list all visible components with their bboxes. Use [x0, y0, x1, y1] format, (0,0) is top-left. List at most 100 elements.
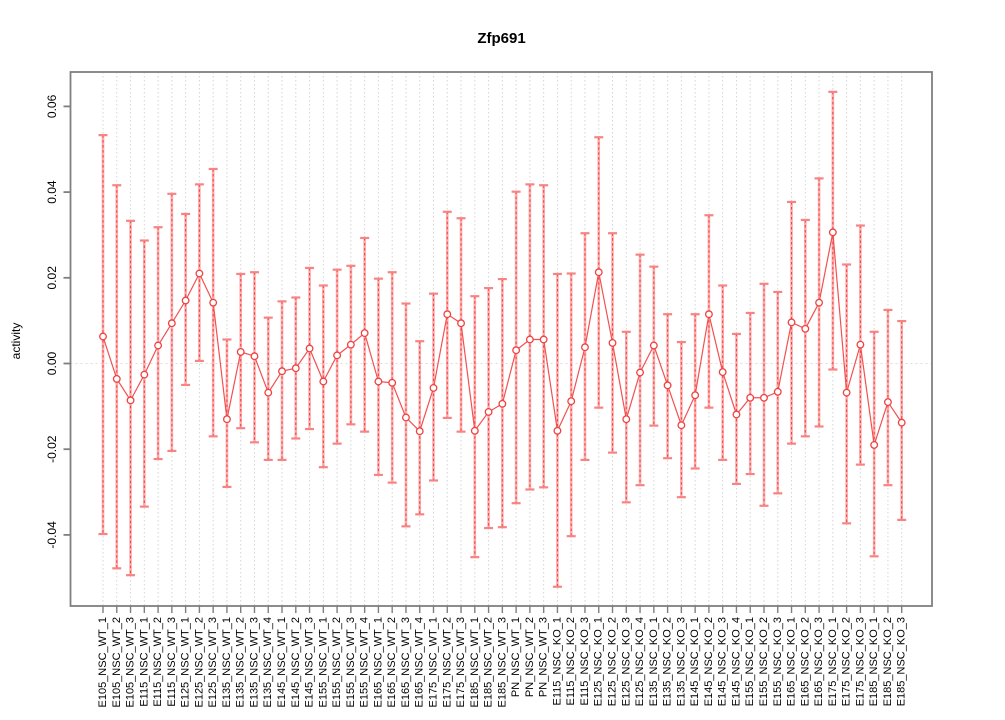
y-tick-label: 0.06 [45, 94, 59, 118]
x-tick-label: PN_NSC_WT_2 [524, 617, 536, 697]
data-point-marker [539, 335, 548, 344]
data-point-marker [222, 415, 231, 424]
chart-title: Zfp691 [477, 30, 526, 47]
x-tick-label: E135_NSC_WT_2 [235, 617, 247, 708]
data-point-marker [250, 352, 259, 361]
x-tick-label: E155_NSC_KO_3 [772, 617, 784, 706]
x-tick-label: E115_NSC_KO_2 [565, 617, 577, 705]
x-tick-label: E145_NSC_WT_1 [276, 617, 288, 708]
data-point-marker [374, 377, 383, 386]
x-tick-label: E125_NSC_KO_4 [634, 617, 646, 706]
data-point-marker [828, 228, 837, 237]
data-point-marker [773, 387, 782, 396]
x-tick-label: E145_NSC_KO_2 [703, 617, 715, 706]
x-tick-label: E185_NSC_KO_1 [868, 617, 880, 706]
data-point-marker [99, 332, 107, 341]
data-point-marker [360, 329, 369, 338]
data-point-marker [443, 310, 452, 319]
x-tick-label: E185_NSC_WT_1 [469, 617, 481, 708]
data-point-marker [760, 393, 768, 402]
data-point-marker [484, 407, 493, 416]
x-tick-label: E135_NSC_KO_1 [648, 617, 660, 706]
x-tick-label: E175_NSC_WT_1 [427, 617, 439, 708]
data-point-marker [209, 298, 218, 307]
x-tick-label: E155_NSC_KO_1 [744, 617, 756, 706]
data-point-marker [622, 415, 631, 424]
x-tick-label: E125_NSC_KO_1 [593, 617, 605, 706]
x-tick-label: E175_NSC_KO_3 [854, 617, 866, 706]
y-tick-label: -0.02 [45, 435, 59, 463]
x-tick-label: PN_NSC_WT_1 [510, 617, 522, 697]
y-tick-label: 0.04 [45, 180, 59, 204]
data-point-marker [581, 343, 589, 352]
x-tick-label: E165_NSC_WT_4 [414, 617, 426, 708]
data-point-marker [525, 335, 534, 344]
data-point-marker [195, 269, 204, 278]
x-tick-label: E165_NSC_WT_3 [400, 617, 412, 708]
x-tick-label: E115_NSC_WT_2 [152, 617, 164, 707]
x-tick-label: E115_NSC_KO_3 [579, 617, 591, 705]
x-tick-label: E155_NSC_WT_3 [345, 617, 357, 708]
y-tick-label: 0.00 [45, 351, 59, 375]
x-tick-label: E165_NSC_WT_2 [386, 617, 398, 708]
x-tick-label: E185_NSC_KO_3 [896, 617, 908, 706]
x-tick-label: E125_NSC_WT_3 [207, 617, 219, 708]
y-axis-title-text: activity [9, 322, 23, 360]
data-point-marker [842, 388, 851, 397]
data-point-marker [897, 418, 906, 427]
y-tick-label: -0.04 [45, 521, 59, 549]
x-tick-label: E145_NSC_WT_3 [304, 617, 316, 708]
x-tick-label: E165_NSC_KO_3 [813, 617, 825, 706]
data-point-marker [333, 351, 342, 360]
data-point-marker [677, 421, 686, 430]
x-tick-label: E165_NSC_KO_1 [786, 617, 798, 706]
data-point-marker [291, 364, 300, 373]
x-tick-label: E135_NSC_KO_3 [675, 617, 687, 706]
data-point-marker [415, 427, 424, 436]
data-point-marker [264, 388, 273, 397]
data-point-marker [704, 310, 713, 319]
data-point-marker [512, 346, 521, 355]
data-point-marker [856, 340, 865, 349]
x-tick-label: E155_NSC_WT_4 [359, 617, 371, 708]
data-point-marker [815, 298, 824, 307]
data-point-marker [470, 426, 479, 435]
x-tick-label: E145_NSC_KO_3 [717, 617, 729, 706]
data-point-marker [457, 319, 465, 328]
data-point-marker [649, 341, 658, 350]
x-tick-label: E125_NSC_KO_2 [607, 617, 619, 706]
data-point-marker [870, 440, 879, 449]
x-tick-label: E145_NSC_KO_4 [730, 617, 742, 706]
x-tick-label: E135_NSC_WT_4 [262, 617, 274, 708]
x-tick-label: E175_NSC_WT_2 [441, 617, 453, 708]
data-point-marker [112, 374, 121, 383]
y-tick-label: 0.02 [45, 266, 59, 290]
data-point-marker [691, 391, 700, 400]
x-tick-label: E115_NSC_KO_1 [551, 617, 563, 705]
data-point-marker [801, 324, 810, 333]
data-point-marker [732, 410, 741, 419]
x-tick-label: E165_NSC_WT_1 [372, 617, 384, 708]
data-point-marker [388, 378, 397, 387]
data-point-marker [498, 399, 507, 408]
x-tick-label: E155_NSC_KO_2 [758, 617, 770, 706]
data-point-marker [594, 268, 603, 277]
x-tick-label: E135_NSC_WT_1 [221, 617, 233, 708]
x-tick-label: E185_NSC_KO_2 [882, 617, 894, 706]
data-point-marker [140, 370, 149, 379]
x-tick-label: E145_NSC_WT_2 [290, 617, 302, 708]
x-tick-label: E125_NSC_WT_1 [180, 617, 192, 708]
x-tick-label: E185_NSC_WT_2 [483, 617, 495, 708]
data-point-marker [608, 338, 617, 347]
x-tick-label: E135_NSC_WT_3 [248, 617, 260, 708]
data-point-marker [126, 396, 135, 405]
x-tick-label: E125_NSC_KO_3 [620, 617, 632, 706]
data-point-marker [636, 368, 645, 377]
data-point-marker [402, 413, 410, 422]
x-tick-label: E175_NSC_KO_2 [841, 617, 853, 706]
data-point-marker [718, 368, 727, 377]
x-tick-label: E175_NSC_KO_1 [827, 617, 839, 706]
x-tick-label: E155_NSC_WT_2 [331, 617, 343, 708]
x-tick-label: E175_NSC_WT_3 [455, 617, 467, 708]
